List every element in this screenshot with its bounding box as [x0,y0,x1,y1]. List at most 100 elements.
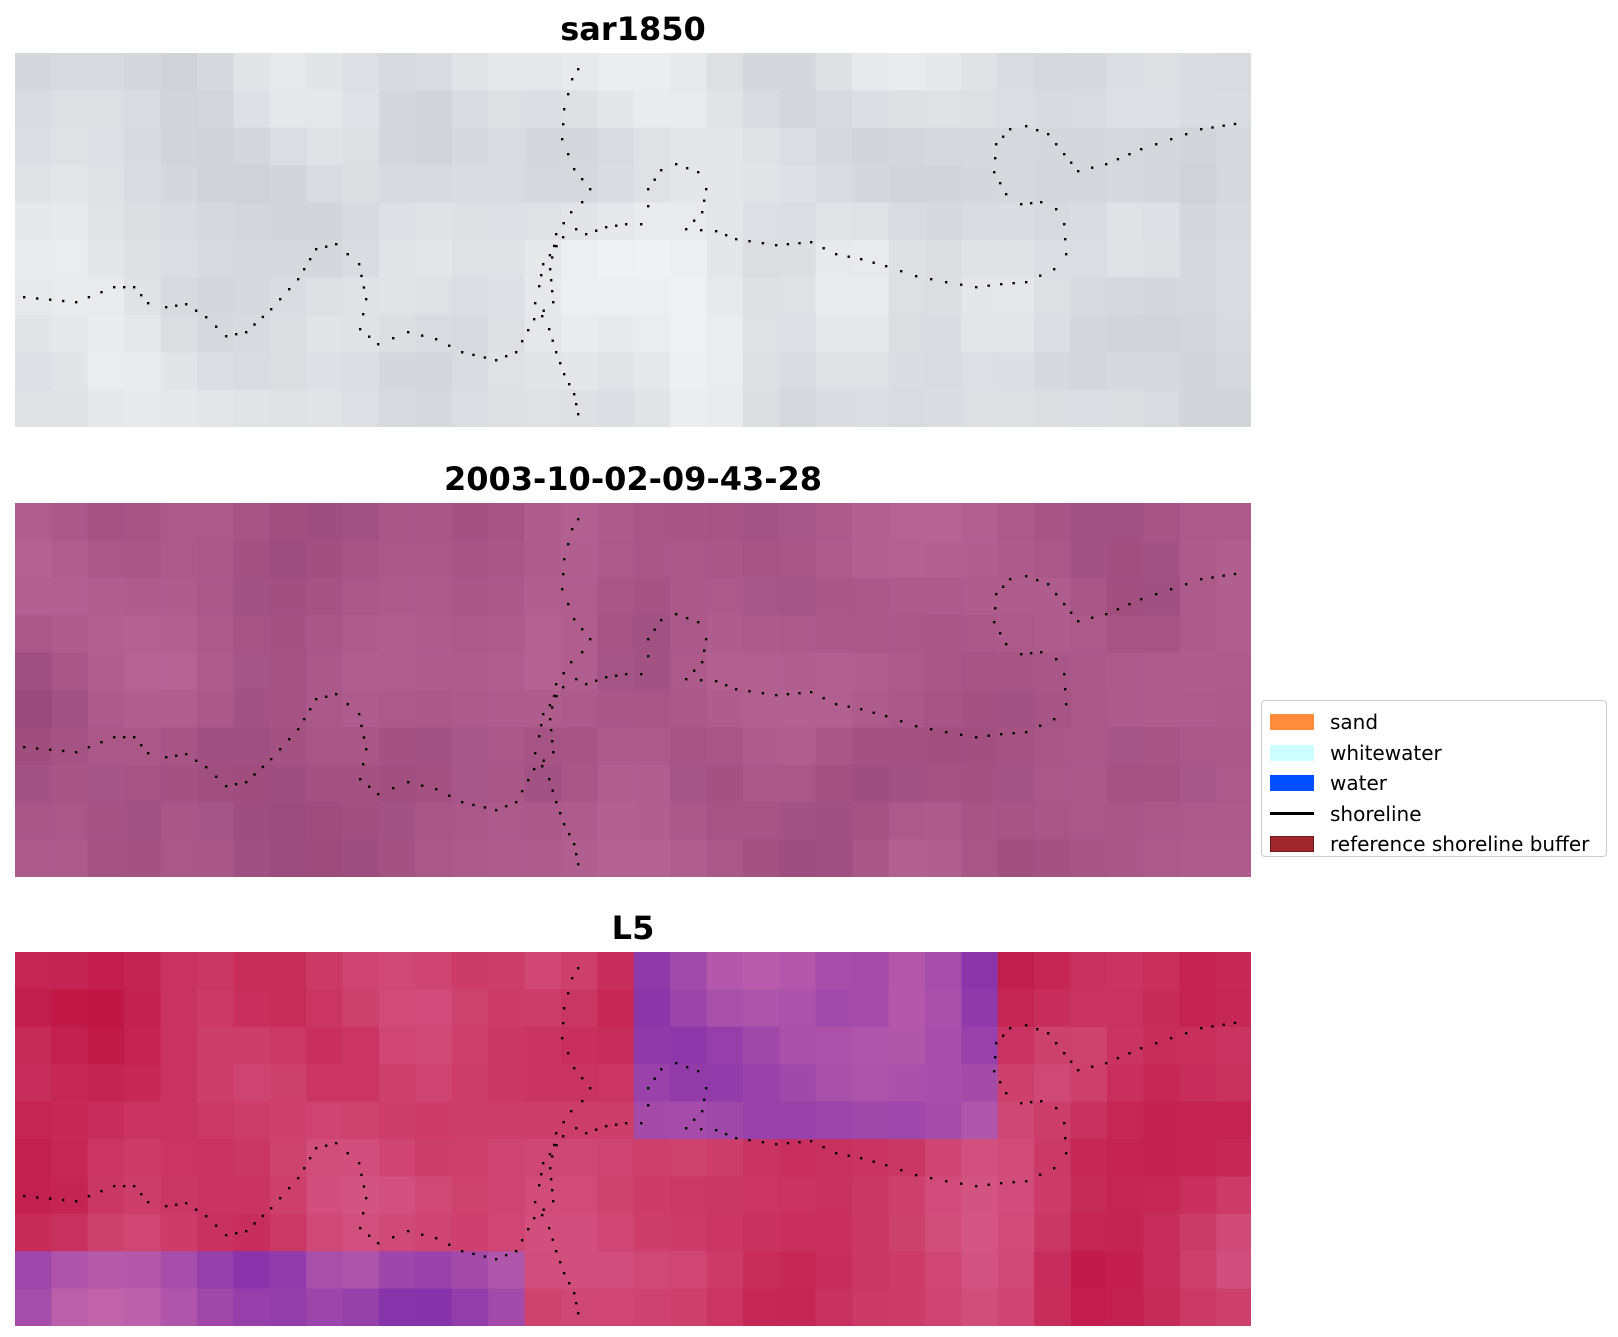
raster-cell [451,690,489,728]
shoreline-point [577,1312,580,1315]
raster-cell [160,1288,198,1326]
raster-cell [997,577,1035,616]
raster-cell [451,127,489,166]
raster-cell [379,615,416,654]
shoreline-point [573,843,576,846]
raster-cell [15,1064,52,1103]
shoreline-point [215,1224,218,1227]
shoreline-point [1222,574,1225,577]
raster-cell [233,839,271,877]
shoreline-point [377,343,380,346]
raster-cell [743,314,780,353]
raster-cell [743,802,780,841]
shoreline-point [362,313,365,316]
shoreline-point [625,673,628,676]
raster-cell [779,615,817,654]
raster-cell [706,127,744,166]
raster-cell [1107,352,1144,391]
raster-cell [997,389,1035,427]
raster-cell [888,839,926,877]
shoreline-point [562,1121,565,1124]
shoreline-point [798,692,801,695]
raster-cell [1216,90,1251,129]
raster-cell [925,127,962,166]
raster-cell [1107,615,1144,654]
raster-cell [488,802,526,841]
shoreline-point [521,1239,524,1242]
shoreline-point [407,331,410,334]
shoreline-point [521,790,524,793]
shoreline-point [960,733,963,736]
raster-cell [15,952,52,990]
raster-cell [1070,503,1108,541]
legend: sand whitewater water shoreline referenc… [1261,700,1607,857]
shoreline-point [555,233,558,236]
raster-cell [888,165,926,204]
shoreline-point [647,1087,650,1090]
raster-cell [1070,615,1108,654]
shoreline-point [279,748,282,751]
raster-cell [415,615,453,654]
shoreline-point [1065,703,1068,706]
shoreline-point [1128,1052,1131,1055]
shoreline-point [563,108,566,111]
shoreline-point [555,695,558,698]
raster-cell [197,1026,234,1065]
raster-cell [1034,1213,1072,1252]
shoreline-point [542,759,545,762]
shoreline-point [549,718,552,721]
raster-cell [269,727,307,766]
raster-cell [779,652,817,691]
raster-cell [1070,90,1108,129]
shoreline-point [100,1190,103,1193]
shoreline-point [185,753,188,756]
raster-cell [1179,1176,1217,1215]
shoreline-point [735,238,738,241]
raster-cell [997,839,1035,877]
raster-cell [1216,802,1251,841]
raster-cell [1070,240,1108,278]
shoreline-point [581,651,584,654]
raster-cell [233,952,271,990]
raster-cell [379,503,416,541]
raster-cell [1034,53,1072,91]
raster-cell [597,1251,635,1290]
shoreline-point [697,1070,700,1073]
shoreline-point [100,291,103,294]
raster-cell [269,952,307,990]
raster-cell [1143,53,1181,91]
raster-cell [633,1139,671,1177]
raster-cell [925,1213,962,1252]
raster-cell [706,764,744,803]
raster-cell [1070,1026,1108,1065]
raster-cell [269,240,307,278]
shoreline-point [533,768,536,771]
raster-cell [925,989,962,1028]
raster-cell [124,764,162,803]
shoreline-point [527,1228,530,1231]
shoreline-point [1070,611,1073,614]
shoreline-point [551,290,554,293]
panel-title-3: L5 [611,909,655,947]
shoreline-point [945,1180,948,1183]
shoreline-point [550,279,553,282]
shoreline-point [705,1087,708,1090]
raster-cell [1179,277,1217,316]
raster-cell [1179,989,1217,1028]
raster-cell [888,1288,926,1326]
shoreline-point [570,1110,573,1113]
legend-swatch-whitewater [1270,744,1314,761]
shoreline-point [1222,1023,1225,1026]
raster-cell [670,202,708,241]
shoreline-point [761,242,765,245]
raster-cell [87,839,125,877]
raster-cell [160,389,198,427]
raster-cell [888,53,926,91]
shoreline-point [705,188,708,191]
raster-cell [925,1139,962,1177]
raster-cell [415,802,453,841]
shoreline-point [748,1139,751,1142]
shoreline-point [1233,1021,1237,1025]
raster-cell [379,277,416,316]
raster-cell [888,1213,926,1252]
